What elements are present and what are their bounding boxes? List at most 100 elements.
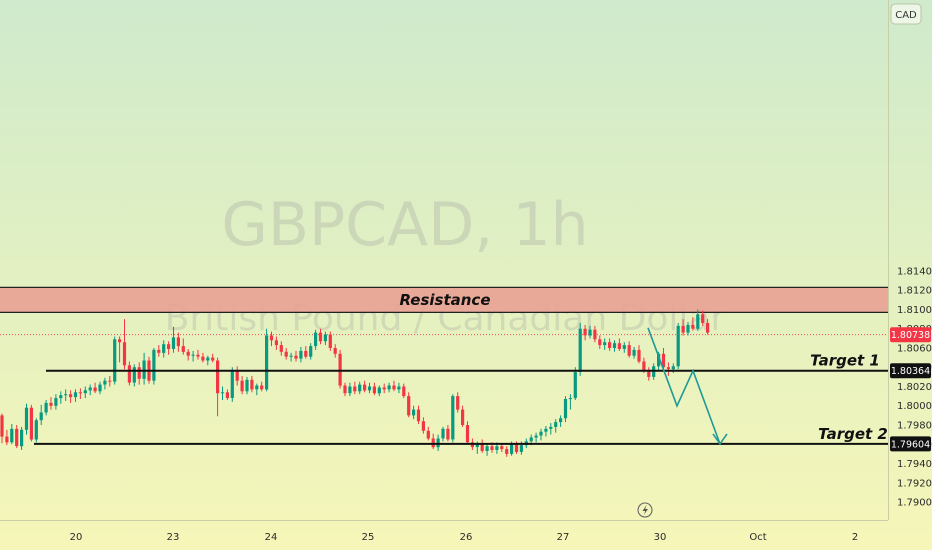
candle-body	[171, 337, 176, 349]
candle-body	[363, 384, 367, 391]
candle-body	[186, 351, 190, 356]
candle-body	[666, 367, 670, 370]
projection-path	[647, 327, 721, 445]
time-axis[interactable]: 20 23 24 25 26 27 30 Oct 2	[70, 532, 859, 543]
levels-layer: Target 1 Target 2	[34, 352, 888, 445]
watermark-symbol: GBPCAD, 1h	[221, 190, 588, 260]
target-2-label: Target 2	[818, 425, 888, 443]
price-tick-label: 1.79400	[897, 459, 932, 470]
target-1-tag	[890, 363, 931, 379]
candle-body	[343, 385, 347, 394]
candle-body	[608, 342, 612, 348]
candle-body	[661, 353, 666, 368]
price-tick-label: 1.81000	[897, 305, 932, 316]
candle-body	[250, 379, 254, 390]
candle-body	[495, 446, 499, 450]
zones-layer: Resistance	[0, 286, 888, 336]
candle-body	[113, 339, 117, 382]
candle-body	[647, 371, 651, 377]
candle-body	[240, 380, 244, 392]
candle-body	[323, 334, 327, 342]
price-tick-label: 1.80000	[897, 401, 932, 412]
candle-body	[431, 438, 435, 448]
candle-body	[15, 428, 19, 447]
candle-body	[152, 349, 156, 381]
candle-body	[83, 390, 87, 394]
resistance-zone	[0, 287, 888, 313]
candle-body	[514, 443, 519, 452]
time-tick-label: 23	[167, 532, 180, 543]
candle-body	[279, 345, 283, 352]
candle-body	[353, 386, 357, 392]
candle-body	[260, 385, 264, 390]
candle-body	[118, 339, 122, 343]
candle-body	[73, 392, 78, 398]
candle-body	[568, 398, 572, 400]
candle-body	[181, 346, 185, 352]
candle-body	[10, 428, 14, 443]
price-tick-label: 1.79800	[897, 421, 932, 432]
candle-body	[206, 357, 210, 361]
candle-body	[39, 412, 43, 421]
currency-button[interactable]: CAD	[890, 3, 922, 25]
target-2-tag	[890, 436, 931, 452]
candle-body	[64, 394, 68, 396]
candle-body	[701, 314, 705, 323]
candle-body	[29, 407, 33, 440]
candle-body	[534, 435, 538, 438]
price-tick-label: 1.80200	[897, 382, 932, 393]
candle-body	[696, 314, 700, 329]
candle-body	[328, 334, 332, 348]
candle-body	[5, 436, 9, 443]
candle-body	[671, 366, 675, 370]
events-badge[interactable]	[637, 502, 653, 518]
candles-layer	[0, 309, 710, 457]
resistance-label: Resistance	[399, 291, 490, 309]
candle-body	[294, 355, 298, 359]
price-tick-label: 1.80600	[897, 344, 932, 355]
candle-body	[465, 425, 470, 443]
candle-body	[103, 380, 107, 385]
candle-body	[230, 370, 234, 398]
candle-body	[289, 355, 293, 357]
candle-body	[402, 386, 406, 397]
candle-body	[122, 342, 127, 366]
candle-body	[461, 409, 465, 425]
candle-body	[446, 428, 450, 440]
candle-body	[348, 386, 352, 394]
candle-body	[441, 428, 445, 439]
candle-body	[284, 351, 288, 357]
time-tick-label: 24	[265, 532, 278, 543]
candle-body	[211, 357, 215, 361]
candle-body	[132, 367, 136, 383]
candle-body	[34, 420, 38, 440]
time-tick-label: 30	[654, 532, 667, 543]
candle-body	[686, 324, 690, 333]
candle-body	[225, 392, 229, 399]
candle-body	[416, 409, 421, 422]
candle-body	[367, 386, 372, 391]
candle-body	[142, 360, 146, 379]
candle-body	[318, 332, 323, 342]
current-price-tag	[890, 327, 931, 343]
candle-body	[510, 443, 514, 454]
candle-body	[539, 431, 543, 436]
candle-body	[98, 384, 102, 392]
candle-body	[519, 445, 523, 452]
candle-body	[358, 384, 362, 392]
price-tick-label: 1.81400	[897, 267, 932, 278]
candle-body	[588, 329, 592, 336]
candle-body	[642, 361, 646, 372]
candle-body	[691, 324, 695, 329]
target-1-tag-label: 1.80364	[891, 366, 930, 377]
candle-body	[475, 444, 479, 448]
candle-body	[69, 394, 73, 398]
candle-body	[622, 345, 626, 349]
candle-body	[529, 437, 533, 442]
candle-body	[382, 387, 386, 390]
time-tick-label: Oct	[749, 532, 766, 543]
time-tick-label: 26	[460, 532, 473, 543]
